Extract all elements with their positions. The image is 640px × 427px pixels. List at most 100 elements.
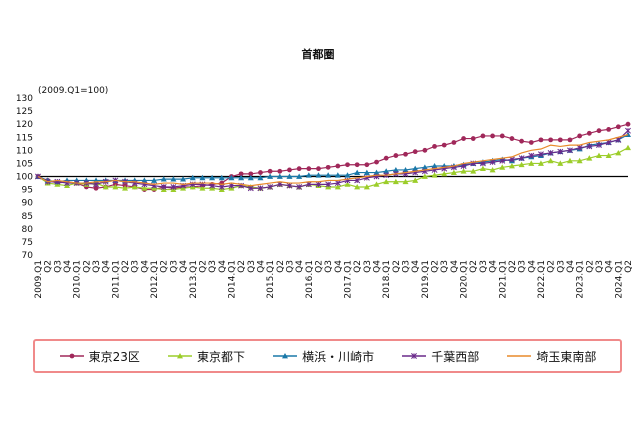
data-point (248, 171, 254, 177)
legend-swatch (507, 355, 532, 357)
data-point (595, 152, 602, 158)
data-point (605, 139, 612, 146)
legend-swatch-marker (411, 353, 418, 359)
x-tick-label: Q2 (508, 260, 518, 273)
data-point (402, 178, 409, 185)
x-tick-label: 2021.Q1 (498, 260, 508, 299)
x-tick-label: Q4 (566, 260, 576, 273)
data-point (325, 172, 332, 178)
data-point (461, 136, 466, 141)
y-tick-label: 125 (16, 107, 33, 117)
data-point (257, 174, 264, 181)
data-point (180, 176, 187, 182)
data-point (276, 181, 283, 188)
data-point (402, 166, 409, 173)
legend-swatch (59, 353, 84, 359)
data-point (479, 165, 486, 172)
x-tick-label: Q4 (373, 260, 383, 273)
data-point (238, 174, 245, 181)
data-point (315, 181, 322, 188)
x-tick-label: Q4 (295, 260, 305, 273)
data-point (374, 159, 379, 165)
legend-item: 千葉西部 (401, 348, 479, 365)
data-point (383, 168, 390, 174)
x-tick-label: Q2 (353, 260, 363, 273)
x-tick-label: Q3 (208, 260, 218, 273)
legend: 東京23区 東京都下 横浜・川崎市 千葉西部 埼玉東南部 (33, 339, 622, 373)
x-tick-label: Q4 (450, 260, 460, 273)
data-point (286, 173, 293, 179)
x-tick-label: Q4 (334, 260, 344, 273)
data-point (325, 181, 332, 188)
data-point (315, 172, 322, 178)
data-point (257, 185, 264, 192)
data-point (122, 185, 129, 191)
data-point (277, 168, 283, 174)
data-point (325, 164, 331, 170)
y-tick-label: 130 (16, 94, 33, 104)
x-tick-label: Q3 (363, 260, 373, 273)
data-point (489, 159, 496, 166)
x-tick-label: Q2 (314, 260, 324, 273)
x-tick-label: Q4 (102, 260, 112, 273)
data-point (170, 184, 177, 190)
data-point (393, 153, 399, 158)
x-tick-label: Q4 (218, 260, 228, 273)
data-point (431, 163, 438, 169)
data-point (508, 156, 515, 163)
data-point (432, 144, 437, 149)
data-point (344, 172, 351, 178)
x-tick-label: Q2 (121, 260, 131, 273)
x-tick-label: Q2 (547, 260, 557, 273)
x-tick-label: 2014.Q1 (227, 260, 237, 299)
data-point (605, 152, 612, 158)
y-tick-label: 115 (16, 133, 33, 143)
y-tick-label: 80 (22, 225, 34, 235)
x-tick-label: Q4 (63, 260, 73, 273)
x-tick-label: Q4 (179, 260, 189, 273)
data-point (170, 176, 177, 182)
data-point (160, 176, 167, 182)
data-point (316, 166, 321, 172)
data-point (615, 149, 622, 156)
x-tick-label: 2024.Q1 (614, 260, 624, 299)
data-point (508, 163, 515, 169)
x-tick-label: Q2 (160, 260, 170, 273)
data-point (335, 163, 341, 169)
data-point (363, 169, 370, 175)
data-point (586, 143, 593, 150)
data-point (354, 183, 361, 190)
series-group (35, 121, 631, 192)
data-point (596, 142, 602, 149)
legend-swatch-marker (282, 353, 289, 359)
data-point (238, 171, 244, 177)
data-point (228, 174, 235, 181)
y-tick-label: 100 (16, 173, 33, 183)
data-point (538, 137, 544, 143)
data-point (258, 170, 263, 175)
data-point (93, 181, 99, 188)
y-tick-label: 105 (16, 159, 33, 169)
data-point (422, 147, 428, 153)
data-point (412, 177, 419, 183)
data-point (373, 181, 380, 187)
x-tick-label: Q4 (256, 260, 266, 273)
x-tick-label: Q3 (92, 260, 102, 273)
data-point (548, 137, 554, 143)
data-point (344, 181, 351, 187)
data-point (354, 162, 360, 168)
x-tick-label: 2022.Q1 (537, 260, 547, 299)
legend-item: 埼玉東南部 (506, 348, 596, 365)
x-tick-label: Q4 (489, 260, 499, 273)
data-point (557, 137, 563, 143)
legend-label: 千葉西部 (431, 349, 480, 364)
x-tick-label: 2011.Q1 (111, 260, 121, 299)
legend-swatch (273, 353, 298, 359)
x-tick-label: Q4 (527, 260, 537, 273)
data-point (528, 160, 535, 166)
data-point (354, 177, 361, 184)
legend-label: 東京23区 (88, 349, 140, 364)
data-point (537, 160, 544, 166)
data-point (267, 173, 274, 179)
data-point (576, 157, 583, 164)
